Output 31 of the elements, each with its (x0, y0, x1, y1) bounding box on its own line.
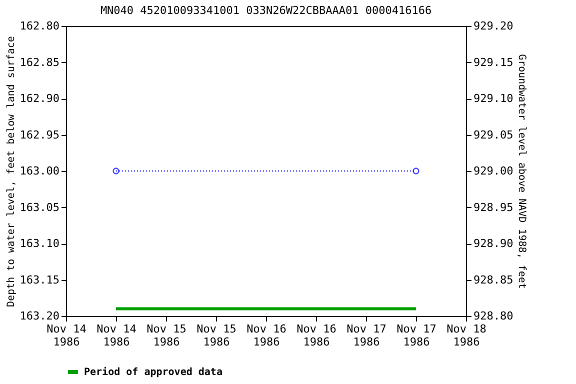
chart-title: MN040 452010093341001 033N26W22CBBAAA01 0000416166 (100, 4, 432, 17)
y-axis-title: Depth to water level, feet below land surface (6, 36, 17, 307)
y-tick-label: 162.95 (20, 128, 60, 142)
y2-tick-label: 929.15 (474, 56, 514, 69)
y-tick-label: 163.10 (20, 237, 60, 250)
x-tick-label: Nov 14 1986 (96, 322, 137, 348)
y2-axis-title: Groundwater level above NAVD 1988, feet (516, 54, 528, 289)
y2-tick-label: 929.10 (474, 92, 514, 105)
y2-tick-label: 928.85 (474, 273, 514, 286)
legend-label: Period of approved data (84, 366, 222, 378)
y-tick-label: 163.15 (20, 273, 60, 286)
x-tick-label: Nov 16 1986 (246, 322, 286, 348)
x-tick-label: Nov 15 1986 (196, 322, 236, 348)
y-tick-label: 163.05 (20, 200, 60, 214)
y2-tick-label: 929.05 (474, 128, 514, 142)
y-tick-label: 163.20 (20, 310, 60, 322)
y-tick-label: 163.00 (20, 164, 60, 178)
x-tick-label: Nov 18 1986 (446, 322, 486, 348)
x-tick-label: Nov 16 1986 (296, 322, 336, 348)
y2-tick-label: 928.90 (474, 237, 514, 250)
y2-tick-label: 928.95 (474, 200, 514, 214)
x-tick-label: Nov 17 1986 (346, 322, 386, 348)
y2-tick-label: 929.00 (474, 164, 514, 178)
y-tick-label: 162.80 (20, 20, 60, 32)
x-tick-label: Nov 17 1986 (396, 322, 436, 348)
y-tick-label: 162.85 (20, 56, 60, 69)
x-tick-label: Nov 14 1986 (46, 322, 87, 348)
y2-tick-label: 929.20 (474, 20, 514, 32)
y-tick-label: 162.90 (20, 92, 60, 105)
y2-tick-label: 928.80 (474, 310, 514, 322)
x-tick-label: Nov 15 1986 (146, 322, 186, 348)
